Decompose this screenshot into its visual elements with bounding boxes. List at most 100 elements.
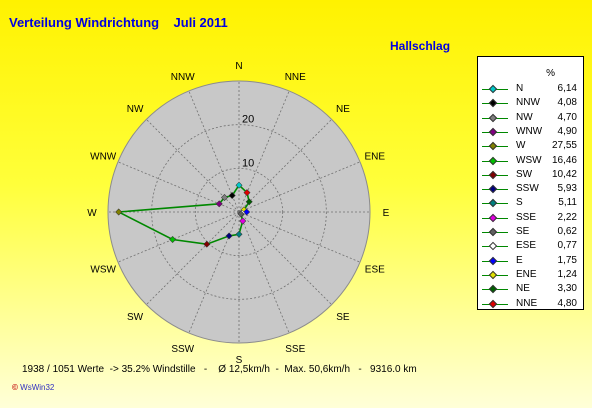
legend-item-wnw: WNW 4,90 [478, 126, 583, 140]
legend-name: WSW [516, 154, 542, 166]
data-point-wnw [215, 200, 223, 208]
legend-marker-icon [488, 213, 498, 222]
legend-item-ese: ESE 0,77 [478, 240, 583, 254]
data-point-ssw [225, 232, 233, 240]
legend-marker-icon [488, 99, 498, 108]
legend-item-nne: NNE 4,80 [478, 298, 583, 312]
legend-marker-icon [488, 184, 498, 194]
legend-value: 4,70 [557, 111, 577, 123]
data-point-nw [221, 194, 228, 201]
grid-spoke-ssw [188, 211, 240, 334]
logo-icon: © [12, 383, 18, 392]
legend-item-ssw: SSW 5,93 [478, 183, 583, 197]
data-point-wsw [169, 236, 177, 243]
direction-label-ne: NE [336, 104, 350, 115]
legend-item-nw: NW 4,70 [478, 112, 583, 126]
legend-value: 16,46 [551, 154, 577, 166]
legend-name: NW [516, 111, 533, 123]
data-point-se [237, 210, 245, 218]
legend-item-e: E 1,75 [478, 255, 583, 269]
legend-value: 0,62 [557, 226, 577, 237]
direction-label-wnw: WNW [90, 152, 117, 163]
direction-label-sw: SW [127, 312, 144, 323]
legend-marker-icon [488, 170, 498, 180]
direction-label-ese: ESE [365, 264, 385, 275]
grid-spoke-ne [238, 119, 332, 213]
legend-marker-icon [488, 113, 498, 122]
data-point-nne [243, 189, 251, 197]
legend-marker-icon [488, 242, 498, 251]
legend-name: WNW [516, 125, 543, 137]
legend-name: SSW [516, 183, 539, 195]
legend-value: 1,75 [557, 254, 577, 266]
legend-item-s: S 5,11 [478, 197, 583, 211]
direction-label-nne: NNE [285, 72, 306, 83]
station-name: Hallschlag [390, 39, 451, 53]
r-tick-label: 20 [242, 114, 254, 126]
direction-label-ssw: SSW [171, 344, 194, 355]
legend-item-wsw: WSW 16,46 [478, 155, 583, 169]
grid-ring-10 [194, 167, 284, 257]
legend-value: 27,55 [551, 140, 577, 152]
legend-marker-icon [488, 227, 498, 237]
legend-name: E [516, 254, 523, 266]
direction-label-n: N [235, 61, 242, 72]
legend-item-se: SE 0,62 [478, 226, 583, 240]
legend-name: SW [516, 168, 533, 180]
legend-marker-icon [488, 299, 498, 308]
grid-spoke-sw [146, 211, 240, 305]
legend-marker-icon [488, 270, 498, 280]
legend-name: W [516, 140, 526, 152]
r-tick-label: 10 [242, 157, 254, 169]
direction-label-wsw: WSW [90, 264, 116, 275]
wswin-logo: © WsWin32 [12, 383, 54, 392]
chart-title: Verteilung Windrichtung Juli 2011 [9, 15, 228, 30]
legend-marker-icon [488, 284, 498, 294]
legend-item-sw: SW 10,42 [478, 169, 583, 183]
legend-value: 10,42 [551, 168, 577, 180]
direction-label-s: S [236, 355, 243, 366]
grid-spoke-nnw [188, 90, 240, 213]
legend-value: 4,90 [557, 125, 577, 137]
logo-text: WsWin32 [20, 383, 55, 392]
data-point-nnw [228, 192, 236, 199]
legend-name: NE [516, 283, 530, 295]
grid-spoke-se [238, 211, 332, 305]
legend-marker-icon [488, 84, 498, 94]
legend-marker-icon [488, 127, 498, 137]
legend-value: 5,11 [558, 197, 577, 209]
grid-ring-20 [151, 124, 327, 300]
direction-label-nw: NW [127, 104, 144, 115]
legend-marker-icon [488, 141, 498, 151]
direction-label-nnw: NNW [171, 72, 195, 83]
data-point-ne [245, 198, 253, 206]
legend-marker-icon [488, 199, 498, 208]
legend-value: 5,93 [557, 183, 577, 195]
data-point-w [115, 208, 123, 216]
legend-item-sse: SSE 2,22 [478, 212, 583, 226]
data-point-s [235, 230, 243, 238]
stats-footer: 1938 / 1051 Werte -> 35.2% Windstille - … [22, 364, 417, 375]
legend-item-w: W 27,55 [478, 140, 583, 154]
legend-value: 4,80 [557, 297, 577, 309]
legend-unit: % [546, 68, 555, 79]
legend-item-n: N 6,14 [478, 83, 583, 97]
direction-label-e: E [383, 208, 390, 219]
legend-value: 2,22 [557, 211, 577, 223]
legend-name: SSE [516, 211, 537, 223]
legend-name: S [516, 197, 523, 209]
legend-name: SE [516, 226, 530, 237]
legend-value: 1,24 [557, 268, 577, 280]
direction-label-w: W [87, 208, 97, 219]
grid-spoke-sse [238, 211, 290, 334]
grid-spoke-wsw [117, 211, 240, 263]
legend-value: 0,77 [557, 240, 577, 252]
legend-value: 6,14 [557, 83, 577, 94]
legend-name: NNE [516, 297, 538, 309]
data-point-sse [239, 217, 247, 225]
legend-name: ENE [516, 268, 537, 280]
legend-item-nnw: NNW 4,08 [478, 97, 583, 111]
legend-name: N [516, 83, 524, 94]
data-point-sw [203, 240, 211, 248]
